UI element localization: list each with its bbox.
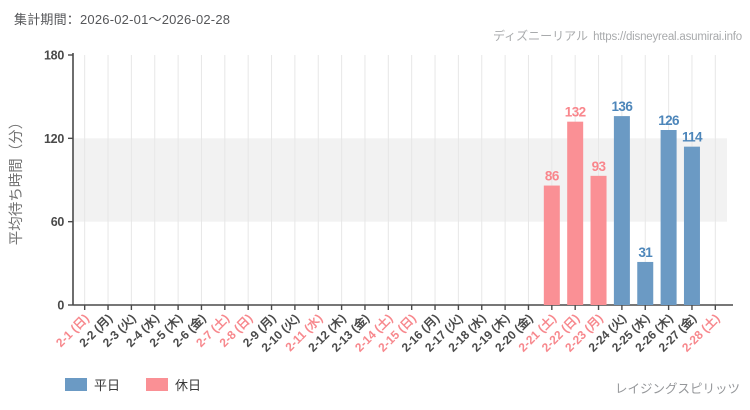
bar-value-label: 86 [545,169,560,184]
bar-2-21 (土) [543,185,560,305]
bar-value-label: 31 [638,245,653,260]
y-axis-title: 平均待ち時間（分） [8,115,25,246]
legend-item-holiday: 休日 [146,375,201,394]
site-watermark: ディズニーリアル https://disneyreal.asumirai.info [493,27,742,45]
bar-value-label: 136 [612,99,634,114]
legend-label-holiday: 休日 [175,378,202,393]
bar-2-24 (火) [613,116,630,305]
bar-value-label: 114 [682,130,703,145]
bar-2-25 (水) [637,261,654,305]
y-tick-label: 0 [57,299,64,313]
legend-label-weekday: 平日 [94,378,121,393]
watermark-site-name: ディズニーリアル [493,29,589,43]
holiday-swatch-icon [146,378,169,391]
attraction-name-label: レイジングスピリッツ [614,382,740,396]
bar-2-26 (木) [660,130,677,305]
bar-value-label: 132 [565,105,586,120]
y-tick-label: 60 [51,215,65,229]
aggregation-period-label: 集計期間：2026-02-01～2026-02-28 [14,12,231,27]
bar-2-22 (日) [567,121,584,306]
legend-item-weekday: 平日 [65,375,120,394]
chart-area: 0 60 120 180 86 132 93 136 31 126 114 2-1 (日) 2-2 (月… [0,40,750,380]
y-tick-label: 180 [44,49,64,63]
bar-value-label: 93 [592,159,607,174]
watermark-url: https://disneyreal.asumirai.info [593,31,742,43]
bar-2-23 (月) [590,175,607,305]
y-tick-label: 120 [44,132,64,146]
chart-legend: 平日 休日 [65,375,201,394]
weekday-swatch-icon [65,378,87,391]
bar-value-label: 126 [658,113,680,128]
bar-2-27 (金) [683,146,700,305]
